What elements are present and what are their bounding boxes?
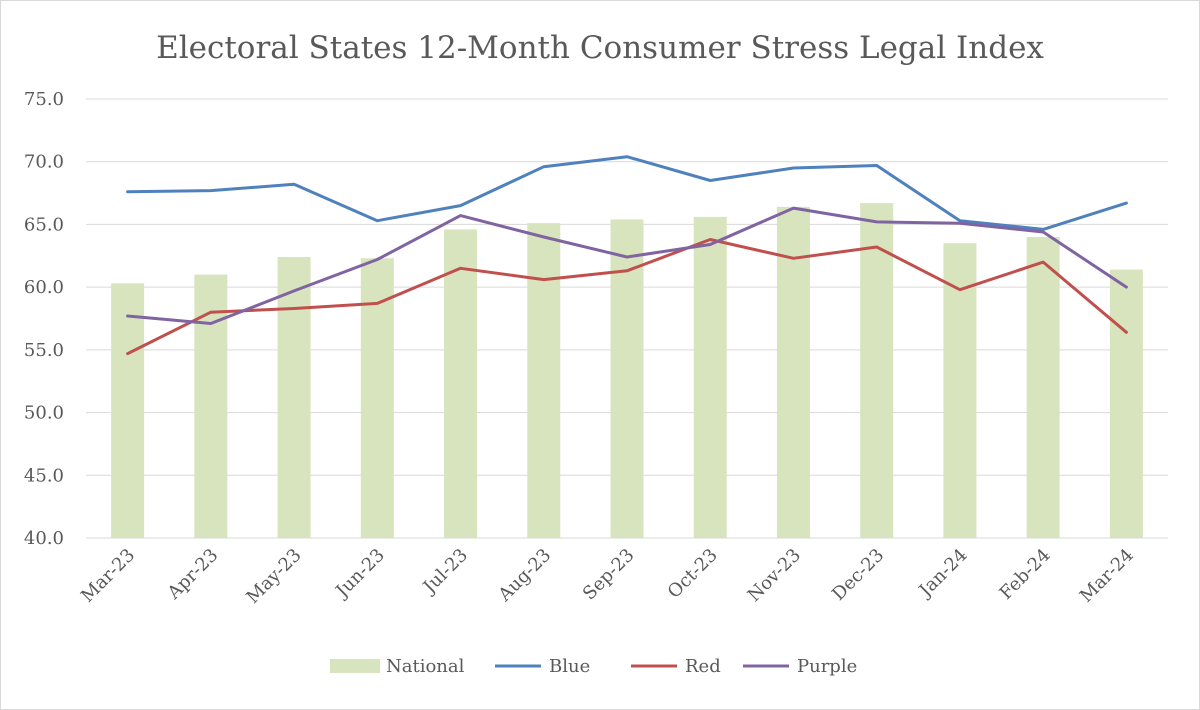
bar-national-jul-23: [444, 229, 478, 538]
x-tick-label: Apr-23: [163, 545, 222, 604]
y-tick-label: 65.0: [24, 214, 64, 235]
bar-national-feb-24: [1026, 236, 1060, 538]
x-axis-ticks: Mar-23 Apr-23 May-23 Jun-23 Jul-23 Aug-23 Sep-…: [77, 545, 1138, 608]
bar-national-nov-23: [776, 206, 810, 538]
x-tick-label: Mar-24: [1076, 545, 1138, 607]
bar-national-may-23: [277, 257, 311, 538]
x-tick-label: Sep-23: [579, 545, 639, 605]
x-tick-label: Jun-23: [331, 545, 389, 603]
line-purple: [126, 206, 1128, 325]
bar-national-jun-23: [360, 258, 394, 538]
y-tick-label: 60.0: [24, 277, 64, 298]
bar-national-dec-23: [860, 203, 894, 538]
y-tick-label: 70.0: [24, 152, 64, 173]
x-tick-label: May-23: [242, 545, 305, 608]
y-tick-label: 55.0: [24, 340, 64, 361]
legend-label-blue: Blue: [549, 656, 590, 677]
legend-label-purple: Purple: [797, 656, 857, 677]
y-tick-label: 75.0: [24, 89, 64, 110]
y-tick-label: 45.0: [24, 465, 64, 486]
bar-national-aug-23: [527, 223, 561, 538]
bar-national-jan-24: [943, 243, 977, 538]
legend: National Blue Red Purple: [330, 656, 857, 677]
bar-national-mar-23: [111, 283, 145, 538]
y-tick-label: 50.0: [24, 403, 64, 424]
bar-national-apr-23: [194, 274, 228, 538]
bar-national-oct-23: [693, 216, 727, 538]
x-tick-label: Dec-23: [828, 545, 888, 605]
y-tick-label: 40.0: [24, 528, 64, 549]
x-tick-label: Jul-23: [418, 545, 472, 599]
line-red: [126, 238, 1128, 356]
x-tick-label: Mar-23: [77, 545, 139, 607]
bar-national-mar-24: [1109, 269, 1143, 538]
x-tick-label: Jan-24: [914, 545, 972, 603]
chart-title: Electoral States 12-Month Consumer Stres…: [156, 30, 1044, 66]
legend-label-red: Red: [685, 656, 721, 677]
x-tick-label: Nov-23: [744, 545, 805, 606]
y-axis-ticks: 40.0 45.0 50.0 55.0 60.0 65.0 70.0 75.0: [24, 89, 64, 549]
legend-label-national: National: [386, 656, 465, 677]
line-series: [126, 155, 1128, 356]
bar-series: [111, 203, 1143, 538]
line-blue: [126, 155, 1128, 231]
x-tick-label: Feb-24: [996, 545, 1055, 604]
x-tick-label: Oct-23: [664, 545, 722, 603]
legend-swatch-national: [330, 659, 380, 673]
x-tick-label: Aug-23: [494, 545, 556, 607]
